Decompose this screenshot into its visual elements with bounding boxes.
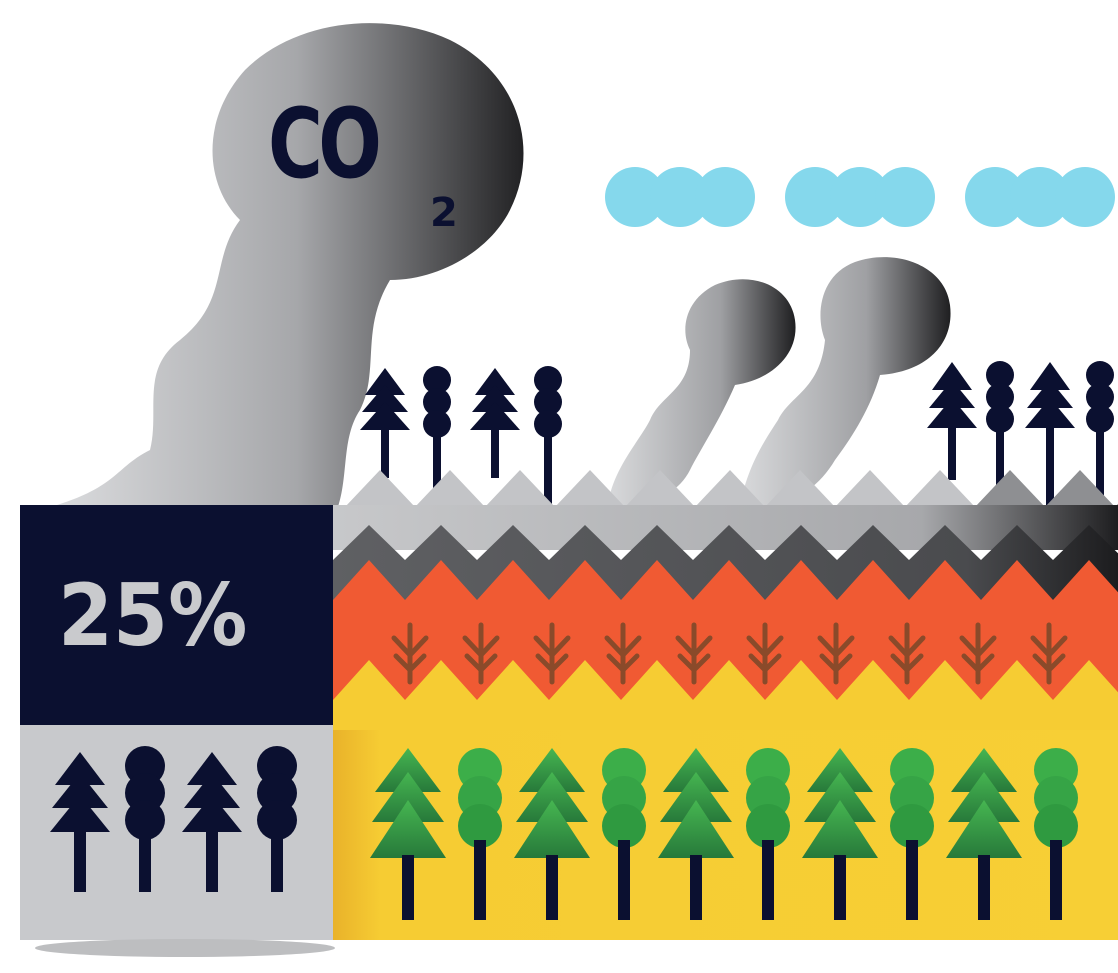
green-pine-tree-icon (514, 748, 590, 920)
sprout-icon (888, 622, 926, 685)
green-round-tree-icon (890, 748, 934, 920)
sprout-icon (533, 622, 571, 685)
co2-label: CO (268, 88, 382, 200)
green-pine-tree-icon (802, 748, 878, 920)
round-tree-icon (125, 746, 165, 892)
rock-peak-icon (345, 470, 415, 507)
pine-tree-icon (470, 368, 520, 478)
green-tree-icons (370, 748, 1078, 920)
round-tree-icon (1086, 361, 1114, 505)
panel-shadow (35, 939, 335, 957)
green-round-tree-icon (602, 748, 646, 920)
sprout-icon (959, 622, 997, 685)
rock-peak-icon (835, 470, 905, 507)
co2-smoke-cloud (20, 23, 524, 515)
rock-peak-icon (695, 470, 765, 507)
forest-percentage: 25% (58, 566, 248, 666)
rock-peak-icon (415, 470, 485, 507)
round-tree-icon (423, 366, 451, 500)
cloud-icon (605, 167, 755, 227)
pine-tree-icon (50, 752, 110, 892)
sprout-icon (746, 622, 784, 685)
round-tree-icon (257, 746, 297, 892)
pine-tree-icon (927, 362, 977, 480)
smoke-plume-icon (608, 279, 796, 505)
green-pine-tree-icon (658, 748, 734, 920)
green-round-tree-icon (746, 748, 790, 920)
green-pine-tree-icon (370, 748, 446, 920)
pine-tree-icon (1025, 362, 1075, 505)
pine-tree-icon (360, 368, 410, 478)
rock-peak-icon (905, 470, 975, 507)
sprout-icon (817, 622, 855, 685)
green-round-tree-icon (1034, 748, 1078, 920)
rock-peak-icon (765, 470, 835, 507)
rock-peak-icon (485, 470, 555, 507)
legend-tree-icons (50, 746, 297, 892)
smoke-plume-icon (740, 257, 951, 505)
sprout-icons (391, 622, 1068, 685)
pine-tree-icon (182, 752, 242, 892)
rock-peak-icon (555, 470, 625, 507)
sprout-icon (1030, 622, 1068, 685)
green-pine-tree-icon (946, 748, 1022, 920)
cloud-icon (785, 167, 935, 227)
rock-peak-icon (625, 470, 695, 507)
co2-subscript: 2 (430, 190, 458, 236)
ground-peaks (345, 470, 1118, 507)
top-tree-icons-left (360, 366, 562, 505)
round-tree-icon (534, 366, 562, 505)
rock-peak-icon (1045, 470, 1115, 507)
sprout-icon (675, 622, 713, 685)
green-round-tree-icon (458, 748, 502, 920)
sprout-icon (604, 622, 642, 685)
top-tree-icons-right (927, 361, 1114, 505)
sprout-icon (391, 622, 429, 685)
stat-panel (20, 505, 333, 725)
yellow-zigzag (333, 660, 1118, 730)
rock-peak-icon (975, 470, 1045, 507)
sprout-icon (462, 622, 500, 685)
round-tree-icon (986, 361, 1014, 500)
cloud-icon (965, 167, 1115, 227)
cloud-icon-group (605, 167, 1115, 227)
